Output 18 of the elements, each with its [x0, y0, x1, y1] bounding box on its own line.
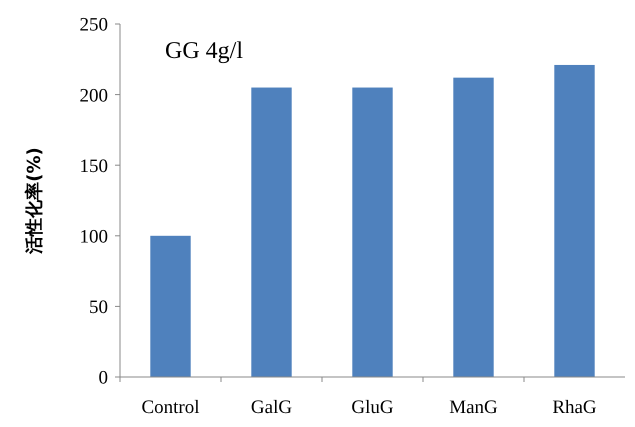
bar	[251, 88, 292, 377]
x-tick-label: ManG	[449, 397, 498, 418]
y-tick-label: 150	[80, 156, 108, 177]
x-tick-label: GalG	[250, 397, 292, 418]
annotation: GG 4g/l	[165, 38, 244, 64]
bar	[150, 236, 191, 377]
x-tick-label: Control	[141, 397, 200, 418]
x-tick-label: GluG	[351, 397, 394, 418]
x-tick-label: RhaG	[552, 397, 597, 418]
y-tick-label: 250	[80, 14, 108, 36]
y-axis-title: 活性化率(%)	[24, 147, 45, 255]
bar	[453, 78, 494, 377]
bar	[352, 88, 393, 377]
bar	[554, 64, 595, 377]
y-tick-label: 50	[89, 297, 108, 318]
y-tick-label: 100	[80, 226, 108, 248]
y-tick-label: 0	[98, 368, 108, 389]
y-tick-label: 200	[80, 85, 108, 106]
